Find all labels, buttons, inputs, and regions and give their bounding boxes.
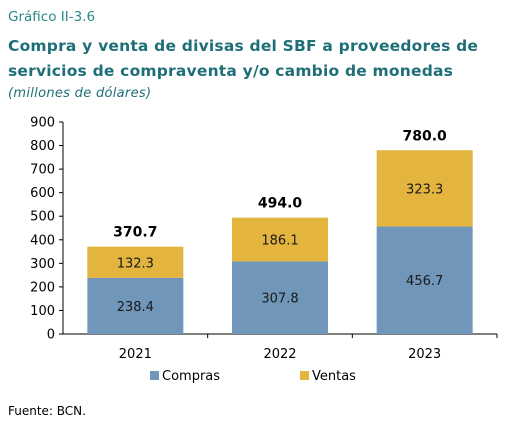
y-tick-label: 200 — [30, 280, 55, 295]
stacked-bar-chart: 0 100 200 300 400 500 600 700 800 900 238.4 132.3 37… — [30, 116, 498, 384]
y-tick-label: 800 — [30, 139, 55, 154]
legend-swatch-compras — [150, 371, 159, 380]
legend-label-ventas: Ventas — [312, 369, 356, 384]
source-note: Fuente: BCN. — [8, 404, 86, 418]
total-label-2021: 370.7 — [113, 225, 157, 241]
y-tick-label: 600 — [30, 186, 55, 201]
y-tick-label: 900 — [30, 116, 55, 131]
bar-segment-ventas-2023 — [376, 150, 473, 227]
x-tick-label-2023: 2023 — [408, 347, 441, 362]
data-label-compras-2021: 238.4 — [117, 300, 154, 315]
y-tick-label: 400 — [30, 233, 55, 248]
chart-title: Compra y venta de divisas del SBF a prov… — [8, 37, 479, 80]
y-tick-label: 0 — [47, 328, 55, 343]
data-label-ventas-2023: 323.3 — [406, 182, 443, 197]
data-label-ventas-2022: 186.1 — [261, 234, 298, 249]
x-tick-label-2022: 2022 — [263, 347, 296, 362]
y-tick-label: 300 — [30, 257, 55, 272]
total-label-2022: 494.0 — [258, 196, 303, 212]
bar-segment-ventas-2021 — [87, 246, 184, 278]
figure-label: Gráfico II-3.6 — [8, 9, 96, 25]
legend-label-compras: Compras — [162, 369, 220, 384]
y-tick-label: 500 — [30, 210, 55, 225]
data-label-compras-2023: 456.7 — [406, 274, 443, 289]
y-tick-label: 700 — [30, 163, 55, 178]
bar-segment-ventas-2022 — [232, 217, 328, 262]
data-label-compras-2022: 307.8 — [261, 292, 298, 307]
bar-segment-compras-2022 — [232, 261, 328, 334]
chart-subtitle: (millones de dólares) — [8, 86, 152, 101]
legend-swatch-ventas — [300, 371, 309, 380]
data-label-ventas-2021: 132.3 — [117, 256, 154, 271]
total-label-2023: 780.0 — [403, 128, 448, 144]
bar-segment-compras-2023 — [376, 226, 473, 334]
bar-segment-compras-2021 — [87, 277, 184, 334]
x-tick-label-2021: 2021 — [119, 347, 152, 362]
y-tick-label: 100 — [30, 304, 55, 319]
